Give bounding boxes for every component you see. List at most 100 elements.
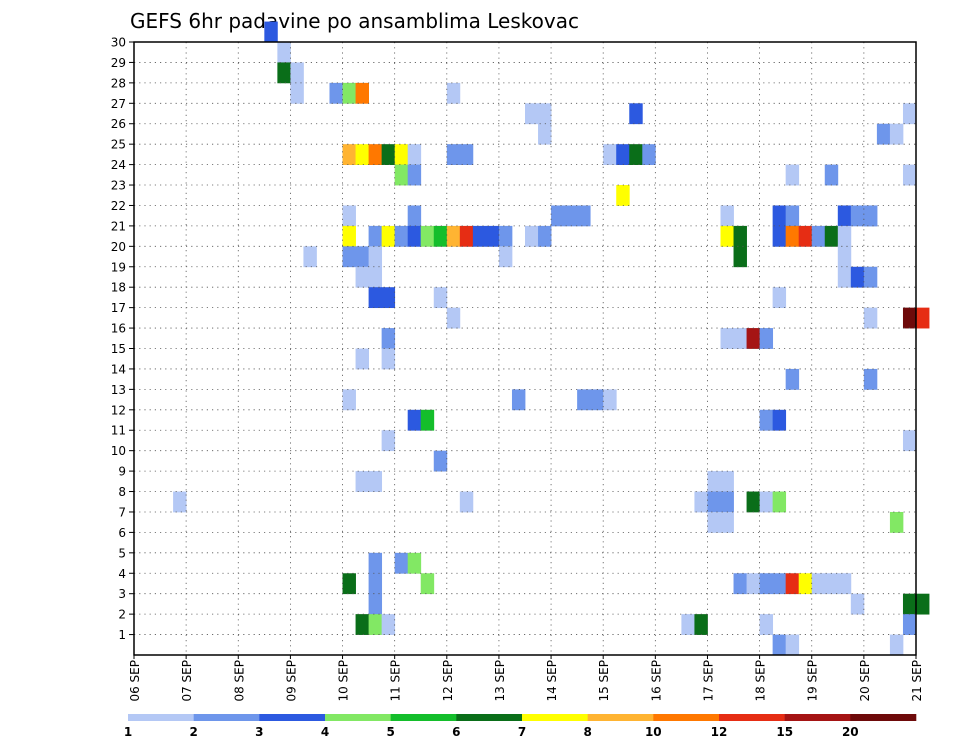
heatmap-cell [420,409,435,431]
heatmap-cell [837,246,852,268]
heatmap-cell [811,225,826,247]
heatmap-cell [290,82,304,104]
y-tick-label: 6 [118,526,126,540]
heatmap-cell [407,409,422,431]
heatmap-cell [733,328,747,349]
y-tick-label: 28 [111,76,126,90]
heatmap-cell [772,287,787,309]
heatmap-cell [694,491,708,513]
x-tick-label: 06 SEP [128,660,142,702]
heatmap-cell [746,573,760,595]
heatmap-cell [577,389,591,411]
heatmap-cell [368,246,383,268]
heatmap-cell [720,205,734,227]
x-tick-label: 21 SEP [910,660,924,702]
heatmap-cell [498,225,513,247]
heatmap-cell [342,82,356,104]
heatmap-cell [407,144,422,165]
y-tick-label: 24 [111,158,126,172]
heatmap-cell [681,614,695,635]
heatmap-cell [355,471,369,492]
heatmap-cell [277,42,291,63]
heatmap-cell [733,225,747,247]
heatmap-cell [785,164,800,186]
heatmap-cell [616,185,630,206]
heatmap-cell [342,389,356,411]
heatmap-cell [916,593,930,615]
color-scale-label: 12 [711,725,728,739]
heatmap-cell [824,164,839,186]
heatmap-cell [824,573,839,595]
y-tick-label: 19 [111,260,126,274]
heatmap-cell [394,164,409,186]
heatmap-cell [759,614,774,635]
color-scale-swatch [719,714,785,721]
heatmap-cell [746,328,760,349]
heatmap-cell [772,634,787,656]
heatmap-cell [863,205,878,227]
heatmap-cell [902,430,917,452]
color-scale-label: 8 [584,725,592,739]
color-scale-label: 4 [321,725,329,739]
heatmap-cell [707,511,721,533]
y-tick-label: 5 [118,546,126,560]
heatmap-cells [173,21,930,656]
heatmap-cell [772,225,787,247]
heatmap-cell [733,573,747,595]
heatmap-cell [850,593,865,615]
heatmap-cell [889,634,904,656]
heatmap-cell [368,144,383,165]
color-scale-label: 5 [387,725,395,739]
heatmap-cell [902,307,917,329]
x-tick-label: 19 SEP [806,660,820,702]
heatmap-cell [538,225,552,247]
y-tick-label: 16 [111,322,126,336]
heatmap-cell [368,593,383,615]
heatmap-cell [511,389,526,411]
heatmap-cell [603,144,617,165]
heatmap-cell [407,225,422,247]
heatmap-cell [368,287,383,309]
heatmap-cell [355,348,369,370]
heatmap-cell [459,144,474,165]
heatmap-cell [394,225,409,247]
heatmap-cell [277,62,291,84]
heatmap-cell [355,266,369,288]
heatmap-cell [863,368,878,390]
y-tick-label: 18 [111,281,126,295]
color-scale-swatch [456,714,523,721]
heatmap-cell [889,123,904,145]
heatmap-cell [290,62,304,84]
heatmap-cell [342,246,356,268]
heatmap-cell [381,328,396,349]
heatmap-cell [720,328,734,349]
heatmap-cell [772,573,787,595]
heatmap-cell [850,205,865,227]
heatmap-cell [394,552,409,574]
heatmap-cell [916,307,930,329]
heatmap-cell [902,103,917,125]
heatmap-cell [433,450,448,472]
x-tick-label: 12 SEP [441,660,455,702]
heatmap-cell [824,225,839,247]
heatmap-cell [446,225,461,247]
heatmap-cell [759,491,774,513]
heatmap-cell [863,307,878,329]
color-scale-label: 3 [255,725,263,739]
color-scale-swatch [587,714,654,721]
y-tick-label: 13 [111,383,126,397]
y-tick-label: 30 [111,36,126,50]
color-scale-label: 10 [645,725,662,739]
color-scale-label: 2 [190,725,198,739]
y-tick-label: 9 [118,465,126,479]
heatmap-cell [798,225,813,247]
heatmap-cell [368,573,383,595]
heatmap-cell [381,348,396,370]
heatmap-cell [368,471,383,492]
heatmap-cell [759,573,774,595]
heatmap-cell [368,614,383,635]
color-scale-swatch [522,714,588,721]
heatmap-cell [837,205,852,227]
y-tick-label: 26 [111,117,126,131]
x-axis-ticks: 06 SEP 07 SEP 08 SEP 09 SEP 10 SEP 11 SEP 12 S… [128,655,924,702]
